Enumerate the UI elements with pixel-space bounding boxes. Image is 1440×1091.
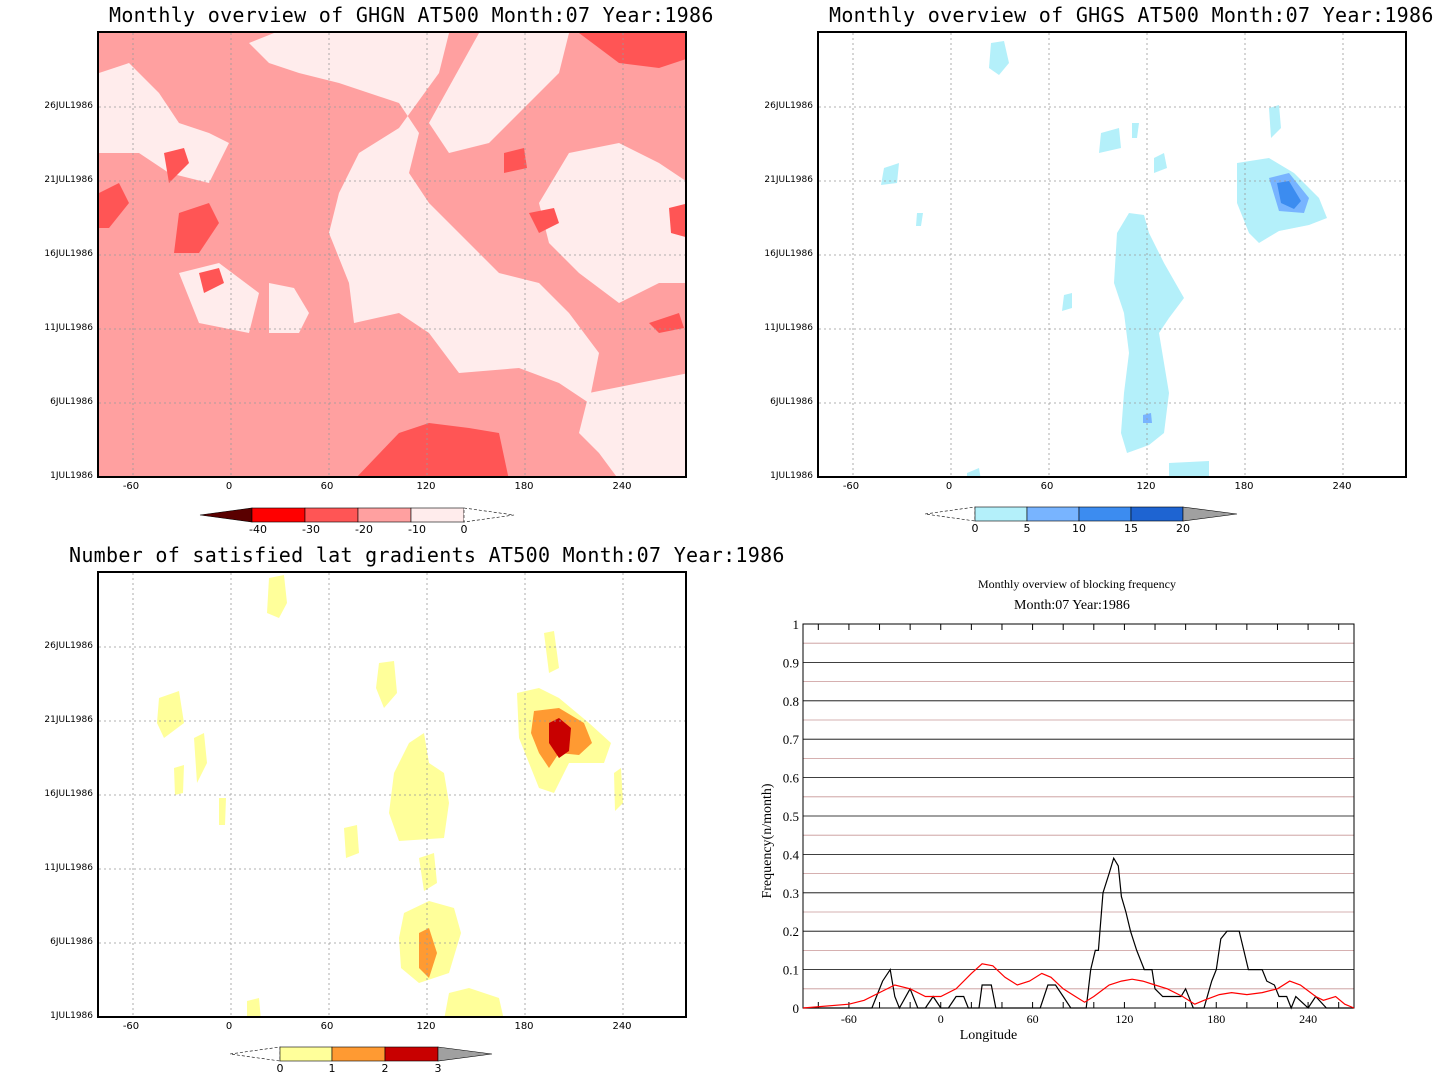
ghgn-ytick: 11JUL1986	[44, 323, 93, 333]
ghgn-xtick: 180	[514, 481, 534, 492]
frequency-ytick-label: 0.2	[783, 924, 799, 939]
ghgs-xtick: 240	[1332, 481, 1352, 492]
frequency-xtick-label: -60	[841, 1012, 857, 1026]
ghgn-colorbar	[199, 507, 515, 523]
ghgs-colorbar-label: 10	[1072, 522, 1086, 535]
frequency-ytick-label: 0.9	[783, 655, 799, 670]
ghgs-xtick: 0	[945, 481, 953, 492]
ghgs-heatmap	[819, 33, 1405, 476]
frequency-ytick-label: 0.7	[783, 732, 800, 747]
ghgs-colorbar-label: 5	[1023, 522, 1031, 535]
frequency-ytick-label: 0.3	[783, 886, 799, 901]
frequency-chart: 0 0.1 0.2 0.3 0.4 0.5 0.6 0.7 0.8 0.9 1 -60 0 60 120 18…	[760, 617, 1355, 1043]
gradients-ytick: 6JUL1986	[50, 937, 93, 947]
frequency-subtitle: Month:07 Year:1986	[1014, 598, 1130, 613]
ghgs-ytick: 1JUL1986	[770, 471, 813, 481]
ghgs-ytick: 21JUL1986	[764, 175, 813, 185]
ghgn-colorbar-label: -10	[408, 523, 426, 536]
ghgs-xtick: 180	[1234, 481, 1254, 492]
gradients-colorbar-label: 1	[328, 1062, 336, 1075]
ghgs-colorbar-label: 20	[1176, 522, 1190, 535]
frequency-xtick-label: 180	[1207, 1012, 1225, 1026]
ghgs-xtick: 60	[1040, 481, 1054, 492]
gradients-colorbar-label: 2	[381, 1062, 389, 1075]
gradients-ytick: 26JUL1986	[44, 641, 93, 651]
gradients-ytick: 21JUL1986	[44, 715, 93, 725]
ghgn-xtick: 60	[320, 481, 334, 492]
frequency-ytick-label: 0.6	[783, 771, 800, 786]
ghgn-ytick: 26JUL1986	[44, 101, 93, 111]
ghgn-ytick: 6JUL1986	[50, 397, 93, 407]
ghgs-xtick: -60	[842, 481, 860, 492]
gradients-plot-area	[97, 571, 687, 1018]
ghgn-colorbar-label: -40	[249, 523, 267, 536]
ghgs-title: Monthly overview of GHGS AT500 Month:07 …	[829, 3, 1434, 27]
ghgs-ytick: 11JUL1986	[764, 323, 813, 333]
frequency-ytick-label: 1	[793, 617, 800, 632]
gradients-xtick: -60	[122, 1021, 140, 1032]
ghgs-colorbar-label: 0	[971, 522, 979, 535]
ghgn-ytick: 1JUL1986	[50, 471, 93, 481]
ghgn-heatmap	[99, 33, 685, 476]
ghgs-colorbar-label: 15	[1124, 522, 1138, 535]
frequency-xtick-label: 60	[1027, 1012, 1039, 1026]
frequency-xlabel: Longitude	[960, 1028, 1018, 1043]
ghgn-xtick: 0	[225, 481, 233, 492]
frequency-ytick-label: 0.4	[783, 847, 800, 862]
gradients-ytick: 16JUL1986	[44, 789, 93, 799]
frequency-xtick-label: 0	[938, 1012, 944, 1026]
frequency-ytick-label: 0.5	[783, 809, 799, 824]
frequency-ytick-label: 0.8	[783, 694, 799, 709]
ghgn-colorbar-label: -30	[302, 523, 320, 536]
ghgn-xtick: 240	[612, 481, 632, 492]
gradients-xtick: 0	[225, 1021, 233, 1032]
frequency-xtick-label: 240	[1299, 1012, 1317, 1026]
ghgn-xtick: -60	[122, 481, 140, 492]
gradients-ytick: 11JUL1986	[44, 863, 93, 873]
ghgn-plot-area	[97, 31, 687, 478]
ghgn-title: Monthly overview of GHGN AT500 Month:07 …	[109, 3, 714, 27]
ghgn-colorbar-label: -20	[355, 523, 373, 536]
frequency-series-line-0	[803, 856, 1354, 1010]
gradients-heatmap	[99, 573, 685, 1016]
gradients-xtick: 60	[320, 1021, 334, 1032]
frequency-ylabel: Frequency(n/month)	[760, 783, 775, 898]
frequency-ytick-label: 0.1	[783, 963, 799, 978]
ghgs-ytick: 16JUL1986	[764, 249, 813, 259]
ghgn-ytick: 21JUL1986	[44, 175, 93, 185]
gradients-colorbar-label: 3	[434, 1062, 442, 1075]
ghgs-ytick: 26JUL1986	[764, 101, 813, 111]
frequency-ytick-label: 0	[793, 1001, 800, 1016]
gradients-colorbar-label: 0	[276, 1062, 284, 1075]
ghgs-xtick: 120	[1136, 481, 1156, 492]
gradients-xtick: 180	[514, 1021, 534, 1032]
ghgs-ytick: 6JUL1986	[770, 397, 813, 407]
ghgn-ytick: 16JUL1986	[44, 249, 93, 259]
ghgs-plot-area	[817, 31, 1407, 478]
ghgn-colorbar-label: 0	[460, 523, 468, 536]
gradients-xtick: 240	[612, 1021, 632, 1032]
gradients-xtick: 120	[416, 1021, 436, 1032]
frequency-title: Monthly overview of blocking frequency	[978, 577, 1176, 591]
gradients-ytick: 1JUL1986	[50, 1011, 93, 1021]
ghgn-xtick: 120	[416, 481, 436, 492]
frequency-xtick-label: 120	[1115, 1012, 1133, 1026]
ghgs-colorbar	[924, 506, 1238, 522]
gradients-title: Number of satisfied lat gradients AT500 …	[69, 543, 785, 567]
frequency-series-line-1	[802, 963, 1355, 1009]
gradients-colorbar	[229, 1046, 493, 1062]
